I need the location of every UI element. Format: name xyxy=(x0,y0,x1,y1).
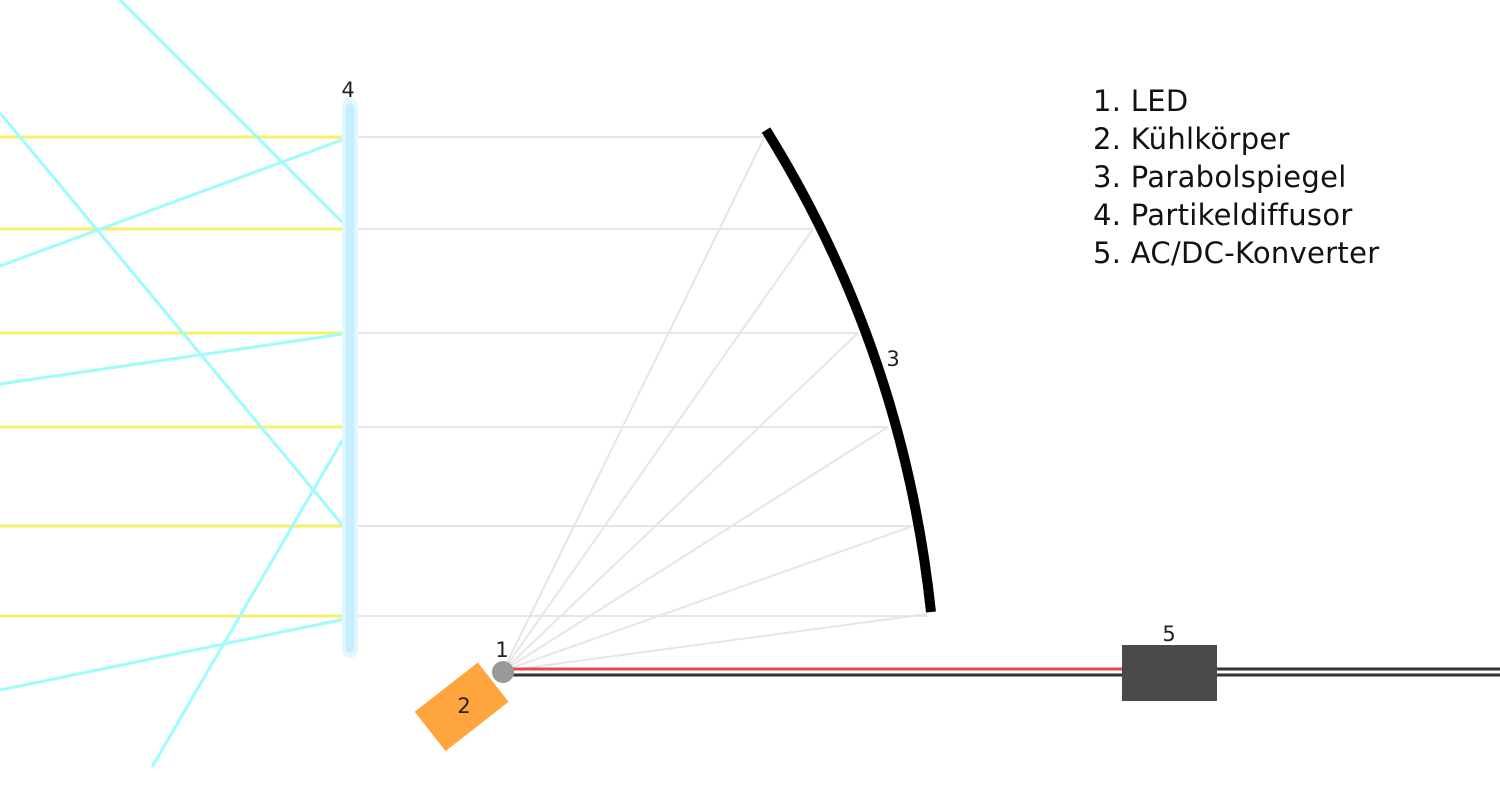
scattered-ray xyxy=(118,0,352,232)
ac-dc-converter xyxy=(1122,645,1217,701)
mirror-label: 3 xyxy=(886,347,899,371)
heatsink xyxy=(414,662,509,752)
led-ray xyxy=(502,131,768,672)
converter-label: 5 xyxy=(1162,622,1175,646)
led-ray xyxy=(502,332,859,672)
legend-item-converter: 5. AC/DC-Konverter xyxy=(1093,236,1380,270)
led-ray xyxy=(502,525,914,672)
legend-item-diffuser: 4. Partikeldiffusor xyxy=(1093,198,1353,232)
led xyxy=(492,661,514,683)
scattered-ray xyxy=(0,135,351,268)
led-label: 1 xyxy=(495,638,508,662)
scattered-output-rays xyxy=(0,0,352,768)
diffuser-label: 4 xyxy=(341,78,354,102)
led-ray xyxy=(502,426,889,672)
legend-item-heatsink: 2. Kühlkörper xyxy=(1093,122,1290,156)
heatsink-label: 2 xyxy=(457,694,470,718)
legend: 1. LED 2. Kühlkörper 3. Parabolspiegel 4… xyxy=(1093,82,1379,272)
scattered-ray xyxy=(0,112,352,535)
led-ray xyxy=(502,613,928,672)
power-wires xyxy=(503,667,1500,677)
legend-item-mirror: 3. Parabolspiegel xyxy=(1093,160,1347,194)
scattered-ray xyxy=(150,426,352,768)
parabolic-mirror xyxy=(761,127,936,613)
led-ray xyxy=(502,228,814,672)
parallel-output-rays xyxy=(0,135,350,618)
mirror-to-diffuser-rays xyxy=(350,136,927,617)
scattered-ray xyxy=(0,616,351,692)
scattered-ray xyxy=(0,331,351,386)
led-to-mirror-rays xyxy=(502,131,928,672)
legend-item-led: 1. LED xyxy=(1093,84,1189,118)
